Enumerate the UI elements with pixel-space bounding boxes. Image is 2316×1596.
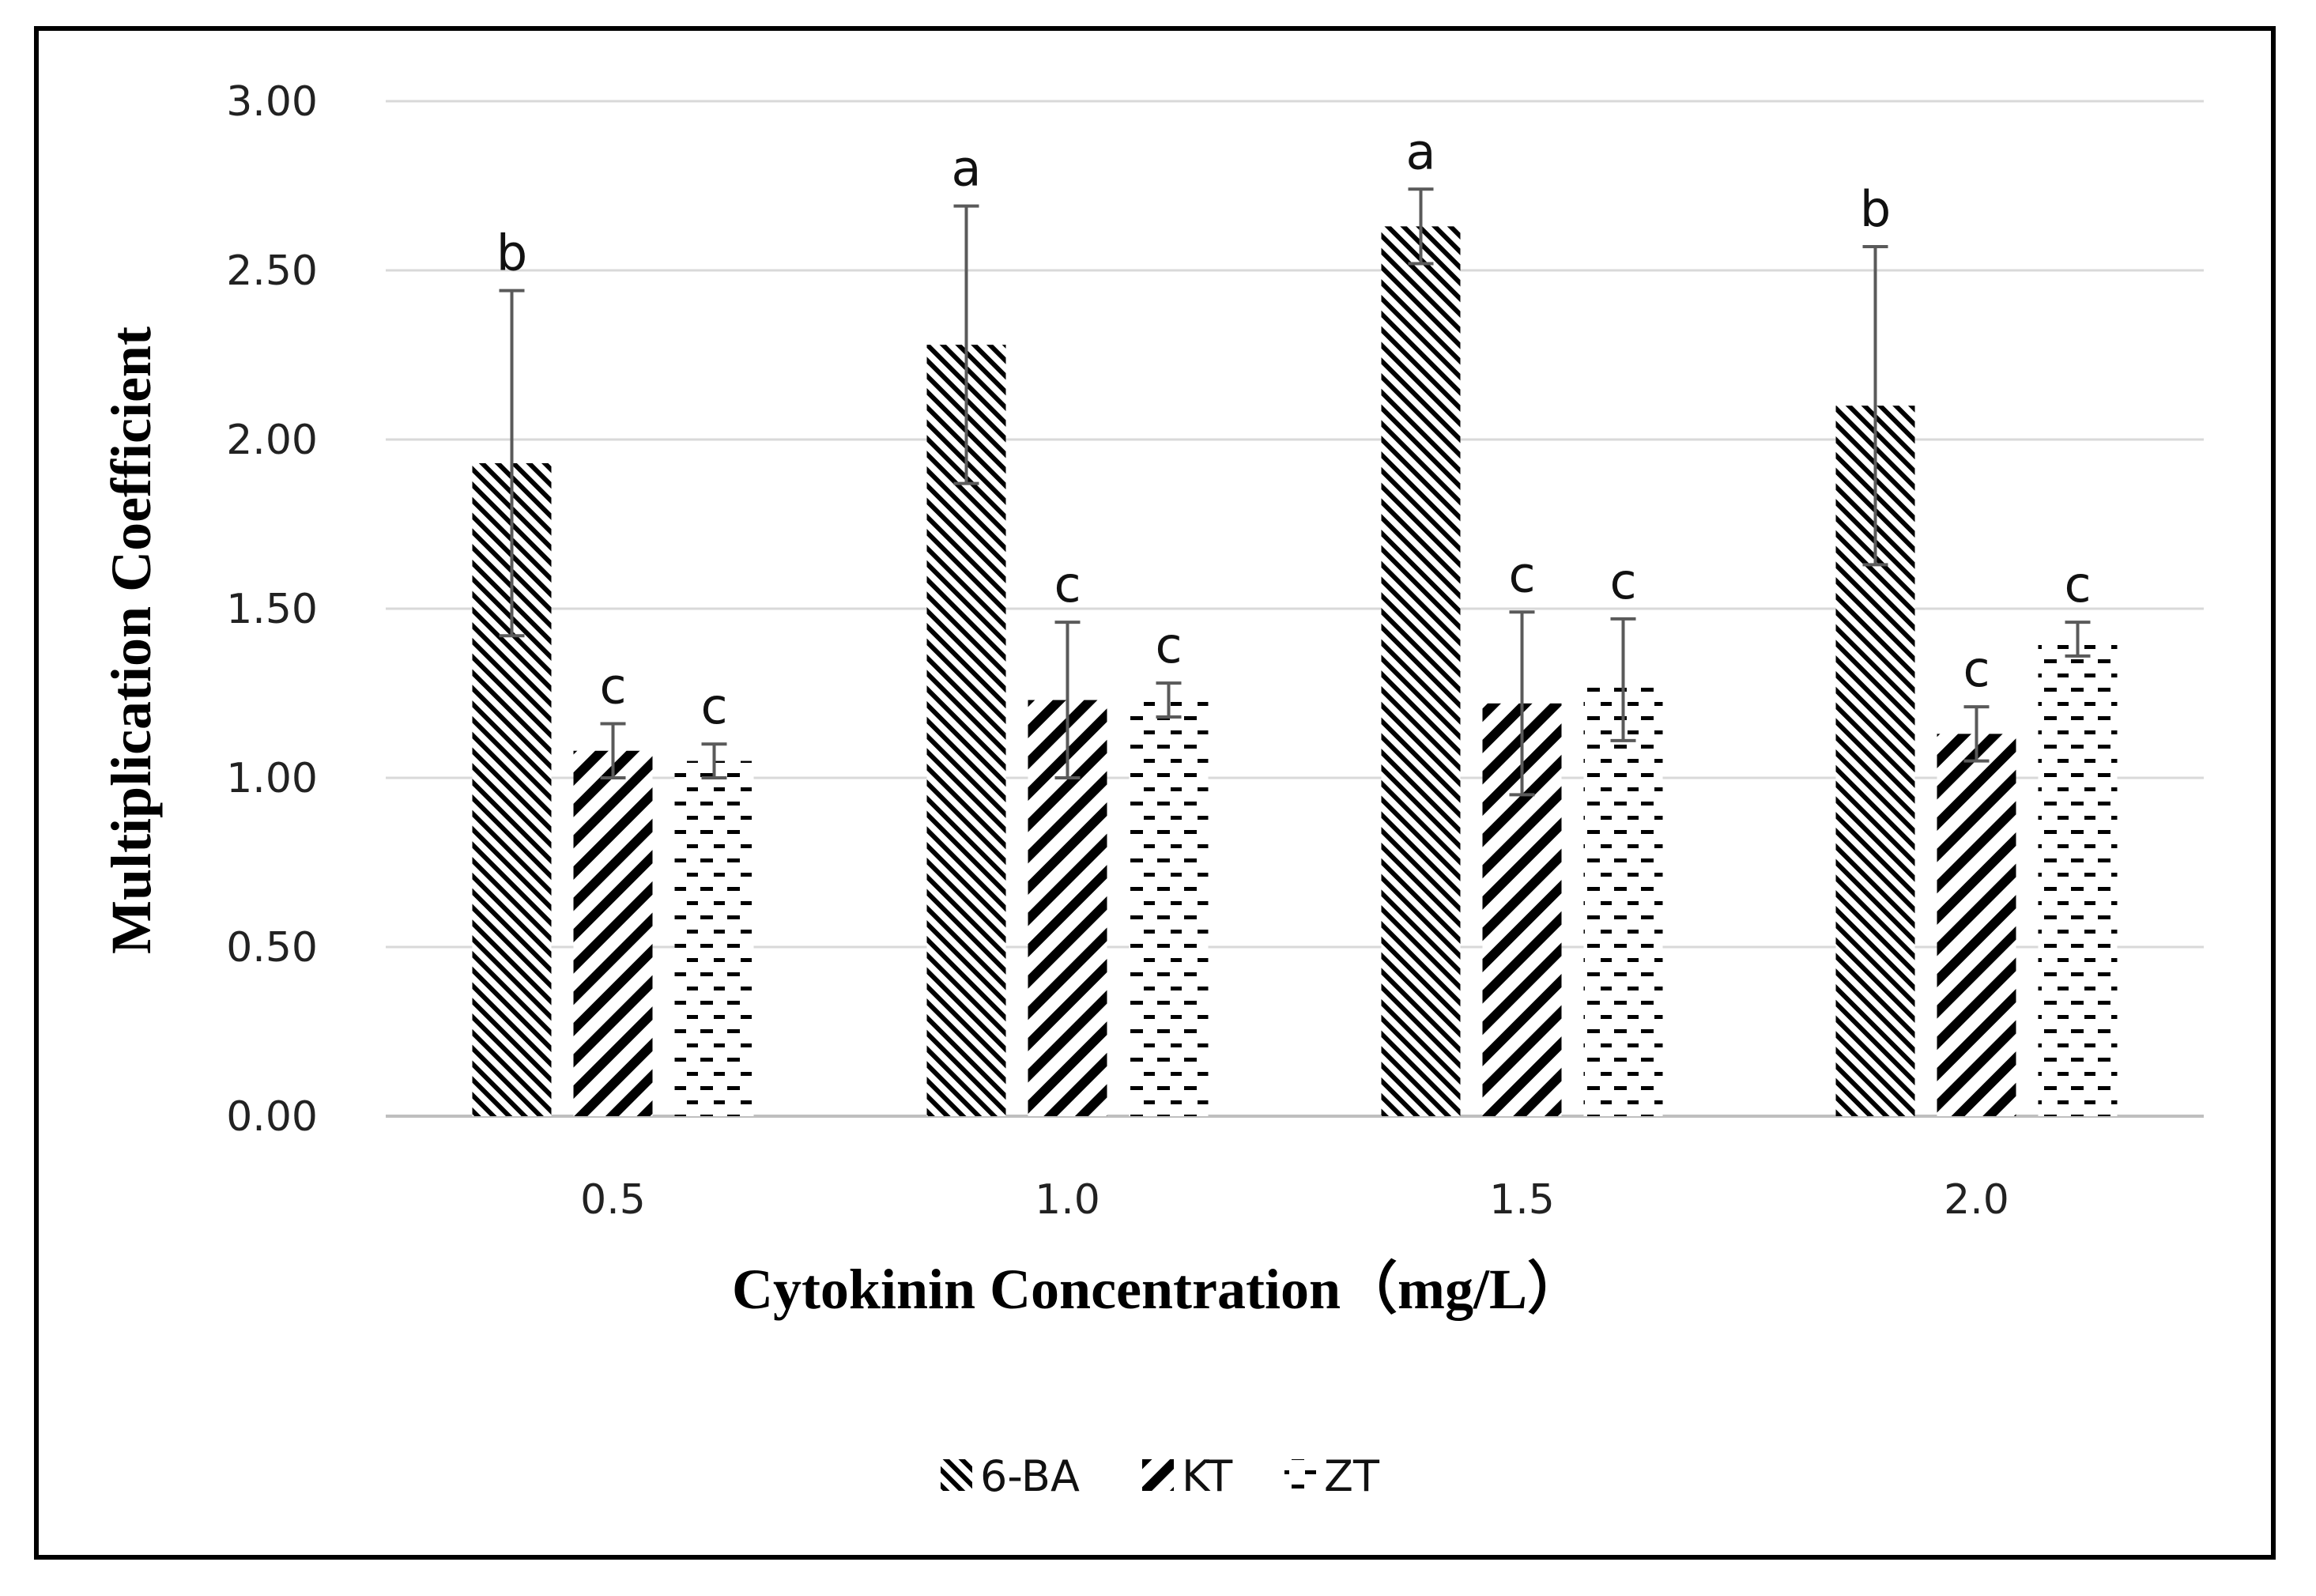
significance-letter: c bbox=[1963, 640, 1990, 698]
x-tick-labels: 0.5 1.0 1.5 2.0 bbox=[580, 1176, 2009, 1224]
significance-letters: b c c a c c a c c b c c bbox=[496, 123, 2092, 735]
legend-label: ZT bbox=[1324, 1451, 1380, 1501]
error-bar bbox=[2065, 621, 2091, 658]
error-bar bbox=[953, 204, 979, 485]
error-bar bbox=[1054, 621, 1081, 779]
bar-zt-1.0 bbox=[1129, 700, 1209, 1116]
significance-letter: c bbox=[1054, 556, 1081, 613]
significance-letter: a bbox=[1406, 123, 1436, 180]
significance-letter: a bbox=[952, 140, 982, 198]
bar-6-ba-1.5 bbox=[1381, 226, 1461, 1116]
error-bar bbox=[1610, 617, 1636, 742]
significance-letter: c bbox=[599, 658, 626, 715]
significance-letter: b bbox=[1860, 180, 1891, 238]
gridlines bbox=[386, 100, 2204, 1118]
significance-letter: c bbox=[2064, 556, 2091, 613]
error-bar bbox=[1963, 705, 1990, 763]
legend-swatch-zt bbox=[1284, 1459, 1316, 1491]
error-bar bbox=[600, 722, 626, 779]
error-bar bbox=[1509, 610, 1535, 797]
y-axis-title: Multiplication Coefficient bbox=[100, 326, 163, 954]
y-tick-label: 2.00 bbox=[226, 417, 318, 464]
legend-label: 6-BA bbox=[980, 1451, 1080, 1501]
x-tick-label: 1.5 bbox=[1489, 1176, 1555, 1224]
bar-zt-0.5 bbox=[674, 760, 754, 1116]
significance-letter: c bbox=[700, 677, 727, 735]
bar-zt-1.5 bbox=[1583, 679, 1663, 1116]
y-tick-label: 0.00 bbox=[226, 1093, 318, 1141]
bars bbox=[472, 226, 2118, 1116]
legend-label: KT bbox=[1182, 1451, 1233, 1501]
error-bar bbox=[701, 742, 727, 779]
x-axis-title: Cytokinin Concentration（mg/L） bbox=[732, 1258, 1584, 1321]
legend: 6-BA KT ZT bbox=[941, 1451, 1380, 1501]
significance-letter: c bbox=[1508, 545, 1535, 603]
bar-kt-2.0 bbox=[1937, 734, 2016, 1116]
x-tick-label: 1.0 bbox=[1035, 1176, 1100, 1224]
error-bar bbox=[1156, 681, 1182, 719]
bar-kt-0.5 bbox=[573, 750, 653, 1116]
significance-letter: b bbox=[496, 224, 527, 282]
y-tick-label: 1.00 bbox=[226, 755, 318, 802]
error-bars bbox=[499, 187, 2091, 797]
legend-swatch-kt bbox=[1142, 1459, 1174, 1491]
x-tick-label: 2.0 bbox=[1944, 1176, 2009, 1224]
significance-letter: c bbox=[1609, 553, 1636, 610]
y-tick-labels: 0.00 0.50 1.00 1.50 2.00 2.50 3.00 bbox=[226, 78, 318, 1141]
y-tick-label: 3.00 bbox=[226, 78, 318, 126]
error-bar bbox=[1862, 245, 1888, 567]
legend-swatch-6-ba bbox=[941, 1459, 972, 1491]
significance-letter: c bbox=[1155, 617, 1182, 674]
x-tick-label: 0.5 bbox=[580, 1176, 646, 1224]
bar-zt-2.0 bbox=[2038, 639, 2118, 1116]
y-tick-label: 0.50 bbox=[226, 924, 318, 972]
y-tick-label: 1.50 bbox=[226, 586, 318, 633]
error-bar bbox=[1408, 187, 1434, 266]
y-tick-label: 2.50 bbox=[226, 247, 318, 295]
error-bar bbox=[499, 289, 525, 638]
